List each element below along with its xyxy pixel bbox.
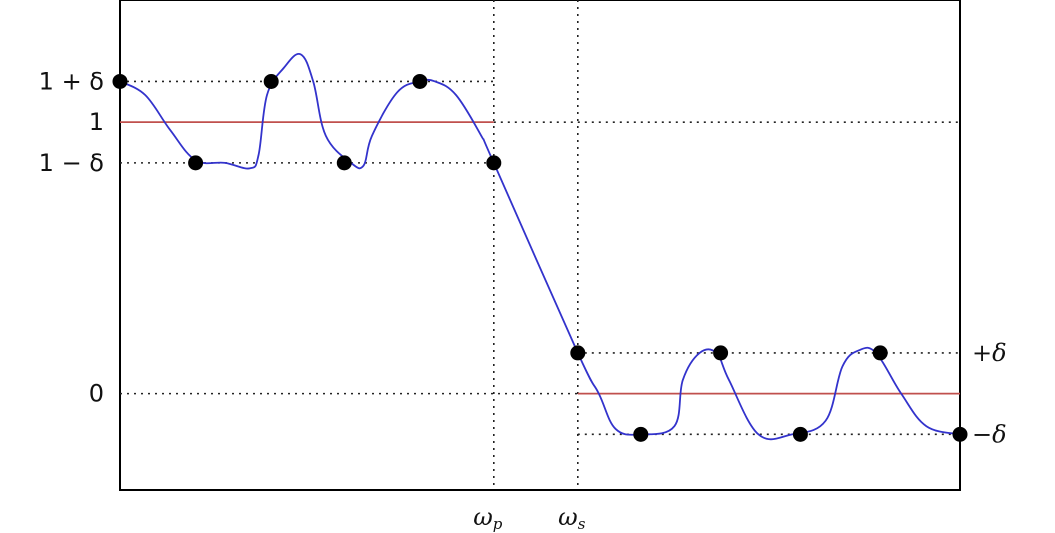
x-tick-subscript-0: p [493,515,503,533]
guide-lines [120,0,960,490]
x-tick-label-1: ωs [558,503,586,533]
extremal-point-5 [486,155,502,171]
extremal-point-10 [872,345,888,361]
right-label-0: +δ [972,339,1007,367]
y-tick-label-0: 1 + δ [39,67,104,95]
actual-response [119,52,961,441]
x-tick-label-0: ωp [473,503,503,533]
y-tick-label-2: 1 − δ [39,149,104,177]
extremal-point-2 [263,73,279,89]
extremal-point-8 [713,345,729,361]
extremal-point-0 [112,73,128,89]
tick-labels: 1 + δ 1 1 − δ 0 +δ −δ ωp ωs [39,67,1007,533]
extremal-point-4 [412,73,428,89]
x-tick-subscript-1: s [578,515,586,533]
extremal-points [112,73,968,442]
extremal-point-1 [188,155,204,171]
y-tick-label-1: 1 [89,108,104,136]
right-label-1: −δ [972,420,1007,448]
extremal-point-9 [792,426,808,442]
response-curve [119,52,961,441]
plot-frame [119,0,961,491]
extremal-point-7 [633,426,649,442]
y-tick-label-3: 0 [89,380,104,408]
ideal-response [120,121,960,395]
extremal-point-11 [952,426,968,442]
extremal-point-6 [570,345,586,361]
extremal-point-3 [336,155,352,171]
